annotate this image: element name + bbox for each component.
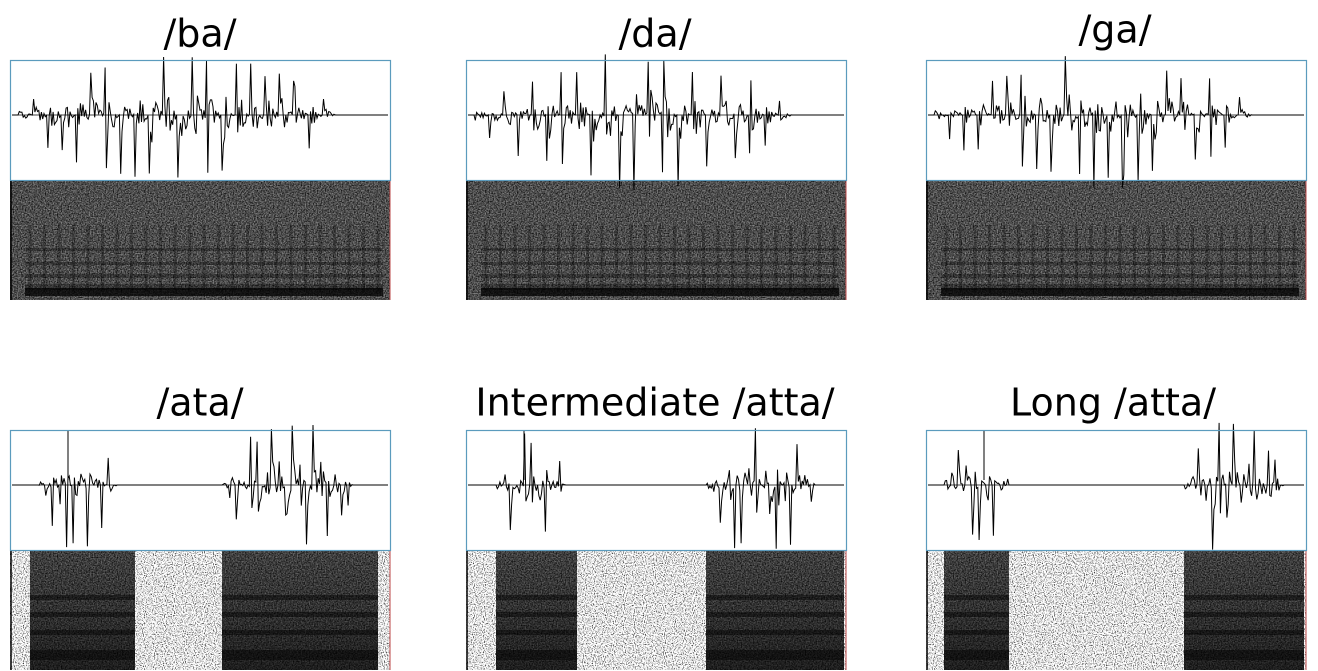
formant-band xyxy=(706,650,844,660)
formant-band xyxy=(1184,595,1304,600)
formant-band xyxy=(496,630,577,635)
page: /ba/ /da/ /ga/ /ata/ Intermediate /atta/… xyxy=(0,0,1318,671)
formant-band xyxy=(481,248,839,251)
formant-band xyxy=(941,274,1299,278)
panel-title: /da/ xyxy=(618,12,691,56)
formant-band xyxy=(25,262,383,265)
formant-band xyxy=(941,288,1299,296)
panel-title: /ga/ xyxy=(1078,8,1151,52)
formant-band xyxy=(481,288,839,296)
formant-band xyxy=(30,612,135,617)
formant-band xyxy=(496,612,577,617)
panel-title: /ba/ xyxy=(163,12,236,56)
panel-title: Long /atta/ xyxy=(1010,381,1216,425)
formant-band xyxy=(941,248,1299,251)
formant-band xyxy=(944,630,1009,635)
formant-band xyxy=(222,612,378,617)
formant-band xyxy=(496,595,577,600)
formant-band xyxy=(706,630,844,635)
formant-band xyxy=(481,262,839,265)
formant-band xyxy=(944,612,1009,617)
formant-band xyxy=(944,650,1009,660)
waveform-bg xyxy=(466,60,846,180)
figure: /ba/ /da/ /ga/ /ata/ Intermediate /atta/… xyxy=(0,0,1318,671)
formant-band xyxy=(25,288,383,296)
panel-title: Intermediate /atta/ xyxy=(475,381,834,425)
formant-band xyxy=(706,595,844,600)
formant-band xyxy=(1184,630,1304,635)
waveform-bg xyxy=(926,60,1306,180)
illustrations xyxy=(10,54,1307,670)
formant-band xyxy=(30,630,135,635)
formant-band xyxy=(25,274,383,278)
formant-band xyxy=(30,650,135,660)
formant-band xyxy=(941,262,1299,265)
formant-band xyxy=(1184,650,1304,660)
formant-band xyxy=(706,612,844,617)
waveform-bg xyxy=(926,430,1306,550)
formant-band xyxy=(25,248,383,251)
formant-band xyxy=(481,274,839,278)
formant-band xyxy=(222,595,378,600)
panel-title: /ata/ xyxy=(156,381,243,425)
formant-band xyxy=(496,650,577,660)
formant-band xyxy=(1184,612,1304,617)
formant-band xyxy=(222,650,378,660)
formant-band xyxy=(944,595,1009,600)
formant-band xyxy=(222,630,378,635)
waveform-bg xyxy=(10,60,390,180)
formant-band xyxy=(30,595,135,600)
